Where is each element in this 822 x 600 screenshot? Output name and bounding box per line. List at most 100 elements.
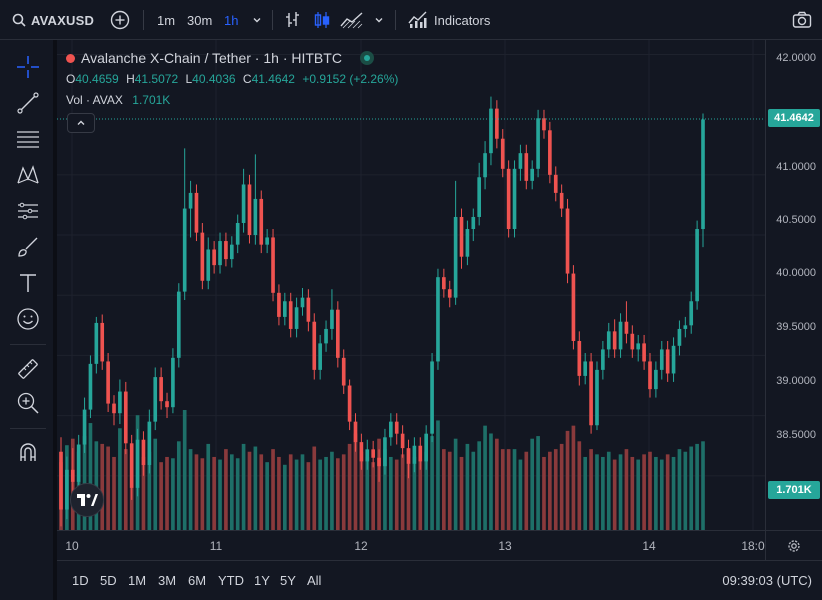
candle-body [489, 108, 493, 154]
symbol-search-button[interactable]: AVAXUSD [12, 0, 94, 40]
indicators-icon [408, 11, 428, 29]
volume-bar [106, 446, 110, 530]
trend-line-tool-button[interactable] [12, 87, 44, 119]
volume-bar [583, 456, 588, 530]
add-circle-icon [110, 10, 130, 30]
volume-bar [229, 454, 234, 530]
volume-bar [394, 459, 399, 530]
volume-bar [241, 443, 246, 530]
volume-bar [147, 451, 152, 530]
volume-bar [471, 451, 476, 530]
timeframe-30m-button[interactable]: 30m [187, 0, 212, 40]
volume-bar [165, 456, 169, 530]
volume-bar [218, 459, 222, 530]
timeframe-1m-button[interactable]: 1m [157, 0, 175, 40]
tradingview-logo[interactable] [70, 483, 104, 517]
volume-bar [371, 462, 375, 530]
candle-body [630, 333, 635, 350]
volume-bar [253, 446, 258, 530]
candle-body [100, 322, 105, 362]
volume-bar [495, 438, 499, 530]
range-1y-button[interactable]: 1Y [254, 573, 270, 588]
pattern-tool-button[interactable] [12, 159, 44, 191]
screenshot-button[interactable] [792, 0, 812, 40]
candle-body [447, 289, 452, 298]
candles-style-button[interactable] [313, 0, 331, 40]
range-6m-button[interactable]: 6M [188, 573, 207, 588]
volume-bar [406, 449, 411, 530]
volume-bar [312, 446, 317, 530]
price-tick: 40.5000 [776, 214, 816, 226]
candlestick-chart[interactable] [57, 40, 765, 530]
candle-body [612, 331, 617, 350]
range-1d-button[interactable]: 1D [72, 573, 89, 588]
low-value: 40.4036 [192, 72, 236, 86]
chart-settings-button[interactable] [765, 530, 822, 560]
timeframe-label: 30m [187, 12, 213, 28]
bottom-toolbar: 1D 5D 1M 3M 6M YTD 1Y 5Y All 09:39:03 (U… [57, 560, 822, 600]
zoom-in-tool-button[interactable] [12, 387, 44, 419]
candle-body [247, 184, 252, 236]
timeframe-1h-button[interactable]: 1h [224, 0, 238, 40]
horizontal-lines-tool-button[interactable] [12, 123, 44, 155]
volume-bar [383, 449, 387, 530]
measure-tool-button[interactable] [12, 353, 44, 385]
chart-type-dropdown-button[interactable] [374, 0, 384, 40]
candle-body [412, 445, 417, 464]
candle-body [618, 321, 623, 350]
text-tool-button[interactable] [12, 267, 44, 299]
volume-bar [341, 454, 346, 530]
range-all-button[interactable]: All [307, 573, 322, 588]
chart-pane[interactable] [57, 40, 765, 530]
price-scale[interactable]: 42.0000 41.0000 40.5000 40.0000 39.5000 … [765, 40, 822, 530]
candle-body [341, 357, 346, 386]
legend-collapse-button[interactable] [67, 113, 95, 133]
range-5d-button[interactable]: 5D [100, 573, 117, 588]
crosshair-tool-button[interactable] [12, 51, 44, 83]
range-ytd-button[interactable]: YTD [218, 573, 244, 588]
forecast-tool-button[interactable] [12, 195, 44, 227]
candle-body [206, 249, 211, 281]
ruler-icon [16, 357, 40, 381]
volume-value: 1.701K [132, 93, 171, 107]
range-1m-button[interactable]: 1M [128, 573, 147, 588]
utc-clock[interactable]: 09:39:03 (UTC) [722, 573, 812, 588]
volume-bar [701, 441, 705, 530]
magnet-tool-button[interactable] [12, 436, 44, 468]
range-5y-button[interactable]: 5Y [280, 573, 296, 588]
volume-bar [677, 449, 682, 530]
market-status-icon[interactable] [359, 51, 374, 65]
bars-style-button[interactable] [284, 0, 302, 40]
volume-bar [518, 459, 523, 530]
candle-body [471, 216, 476, 230]
volume-bar [112, 456, 116, 530]
brush-tool-button[interactable] [12, 231, 44, 263]
candle-body [159, 377, 163, 402]
candle-body [88, 363, 93, 410]
compare-symbol-button[interactable] [110, 0, 130, 40]
timeframe-dropdown-button[interactable] [252, 0, 262, 40]
candle-body [335, 309, 340, 358]
candle-body [253, 198, 258, 236]
indicators-button[interactable]: Indicators [408, 0, 490, 40]
volume-bar [359, 451, 364, 530]
candle-body [530, 168, 535, 181]
volume-bar [636, 459, 641, 530]
candle-body [271, 237, 275, 293]
area-style-button[interactable] [340, 0, 364, 40]
candle-body [241, 184, 246, 223]
volume-bar [536, 436, 540, 530]
time-scale[interactable]: 10 11 12 13 14 18:0 [57, 530, 765, 560]
crosshair-icon [16, 55, 40, 79]
candle-body [683, 325, 688, 329]
emoji-tool-button[interactable] [12, 303, 44, 335]
candle-body [235, 222, 240, 245]
price-tick: 40.0000 [776, 267, 816, 279]
candle-body [383, 437, 387, 467]
tradingview-logo-icon [76, 493, 98, 507]
volume-bar [477, 441, 482, 530]
volume-bar [271, 449, 275, 530]
candle-body [465, 229, 470, 257]
candles-icon [313, 11, 331, 29]
range-3m-button[interactable]: 3M [158, 573, 177, 588]
